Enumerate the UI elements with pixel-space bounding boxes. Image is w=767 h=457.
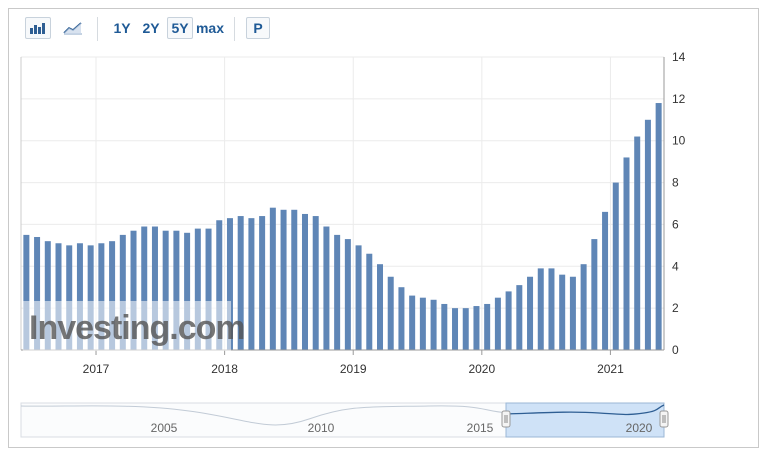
bar[interactable] <box>23 234 30 350</box>
range-max-button[interactable]: max <box>195 20 225 36</box>
p-button[interactable]: P <box>246 17 270 39</box>
navigator-year-label: 2005 <box>151 421 178 435</box>
y-tick-label: 0 <box>672 343 679 357</box>
navigator-year-label: 2010 <box>308 421 335 435</box>
bar[interactable] <box>527 276 534 350</box>
bar[interactable] <box>269 207 276 350</box>
bar[interactable] <box>248 218 255 350</box>
bar[interactable] <box>162 230 169 350</box>
bar[interactable] <box>184 232 191 350</box>
range-2y-button[interactable]: 2Y <box>142 20 160 36</box>
bar[interactable] <box>301 213 308 350</box>
bar[interactable] <box>419 297 426 350</box>
navigator-selected-line <box>505 404 665 416</box>
navigator-handle-left[interactable] <box>501 410 511 428</box>
bar[interactable] <box>559 274 566 350</box>
bar[interactable] <box>55 243 62 350</box>
bar[interactable] <box>462 308 469 350</box>
bar[interactable] <box>634 136 641 350</box>
bar[interactable] <box>602 211 609 350</box>
bar[interactable] <box>473 306 480 350</box>
x-tick-label: 2017 <box>83 362 110 376</box>
bar[interactable] <box>259 216 266 350</box>
bar[interactable] <box>141 226 148 350</box>
y-tick-label: 14 <box>672 50 686 64</box>
y-tick-label: 8 <box>672 176 679 190</box>
y-tick-label: 6 <box>672 217 679 231</box>
bar[interactable] <box>194 228 201 350</box>
bar[interactable] <box>655 103 662 350</box>
bar-chart-icon <box>30 23 45 34</box>
navigator-history-line <box>20 405 510 426</box>
bar[interactable] <box>612 182 619 350</box>
y-tick-label: 4 <box>672 259 679 273</box>
bar[interactable] <box>430 299 437 350</box>
navigator-year-label: 2020 <box>626 421 653 435</box>
bar[interactable] <box>130 230 137 350</box>
bar[interactable] <box>516 285 523 350</box>
bar[interactable] <box>76 243 83 350</box>
bar[interactable] <box>548 268 555 350</box>
bar[interactable] <box>623 157 630 350</box>
chart-container: 1Y 2Y 5Y max P 0 2 4 6 8 10 12 14 2017 2018 2019 20… <box>8 8 759 448</box>
bar[interactable] <box>334 234 341 350</box>
bar[interactable] <box>323 226 330 350</box>
bar[interactable] <box>119 234 126 350</box>
x-tick-label: 2021 <box>597 362 624 376</box>
bar[interactable] <box>291 209 298 350</box>
range-5y-button[interactable]: 5Y <box>167 17 193 39</box>
bar[interactable] <box>216 220 223 350</box>
line-chart-button[interactable] <box>59 17 87 39</box>
bar[interactable] <box>569 276 576 350</box>
watermark-text: Investing.com <box>29 309 245 347</box>
bar[interactable] <box>237 216 244 350</box>
bar[interactable] <box>355 245 362 350</box>
y-tick-label: 12 <box>672 92 686 106</box>
bar[interactable] <box>377 264 384 350</box>
bar[interactable] <box>409 295 416 350</box>
toolbar-separator <box>234 17 235 41</box>
bar[interactable] <box>151 226 158 350</box>
bar[interactable] <box>87 245 94 350</box>
bar[interactable] <box>644 119 651 350</box>
watermark-logo: Investing.com <box>23 301 246 351</box>
bar[interactable] <box>98 243 105 350</box>
bar[interactable] <box>505 291 512 350</box>
bar[interactable] <box>591 239 598 350</box>
bar[interactable] <box>44 241 51 350</box>
x-tick-label: 2018 <box>211 362 238 376</box>
bar[interactable] <box>580 264 587 350</box>
bar[interactable] <box>387 276 394 350</box>
bar[interactable] <box>441 303 448 350</box>
toolbar-separator <box>97 17 98 41</box>
bar[interactable] <box>452 308 459 350</box>
y-tick-label: 10 <box>672 134 686 148</box>
bar[interactable] <box>280 209 287 350</box>
line-chart-icon <box>63 22 82 35</box>
range-1y-button[interactable]: 1Y <box>113 20 131 36</box>
bar[interactable] <box>312 216 319 350</box>
bar[interactable] <box>109 241 116 350</box>
bar[interactable] <box>344 239 351 350</box>
bar[interactable] <box>494 297 501 350</box>
bar[interactable] <box>226 218 233 350</box>
bar[interactable] <box>66 245 73 350</box>
navigator-handle-right[interactable] <box>659 410 669 428</box>
bar[interactable] <box>173 230 180 350</box>
y-tick-label: 2 <box>672 301 679 315</box>
x-tick-label: 2019 <box>340 362 367 376</box>
bar[interactable] <box>34 236 41 350</box>
main-chart: 0 2 4 6 8 10 12 14 2017 2018 2019 2020 2021 Investin… <box>20 50 686 438</box>
bar-chart-button[interactable] <box>25 17 51 39</box>
bar[interactable] <box>205 228 212 350</box>
bar[interactable] <box>366 253 373 350</box>
x-tick-label: 2020 <box>468 362 495 376</box>
bar[interactable] <box>537 268 544 350</box>
navigator-year-label: 2015 <box>467 421 494 435</box>
bar[interactable] <box>484 303 491 350</box>
bar[interactable] <box>398 287 405 350</box>
